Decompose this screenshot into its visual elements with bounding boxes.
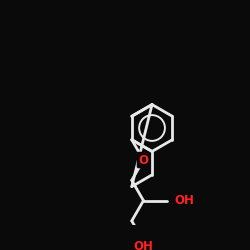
Text: OH: OH — [134, 240, 154, 250]
Text: O: O — [138, 154, 148, 166]
Text: OH: OH — [174, 194, 194, 207]
